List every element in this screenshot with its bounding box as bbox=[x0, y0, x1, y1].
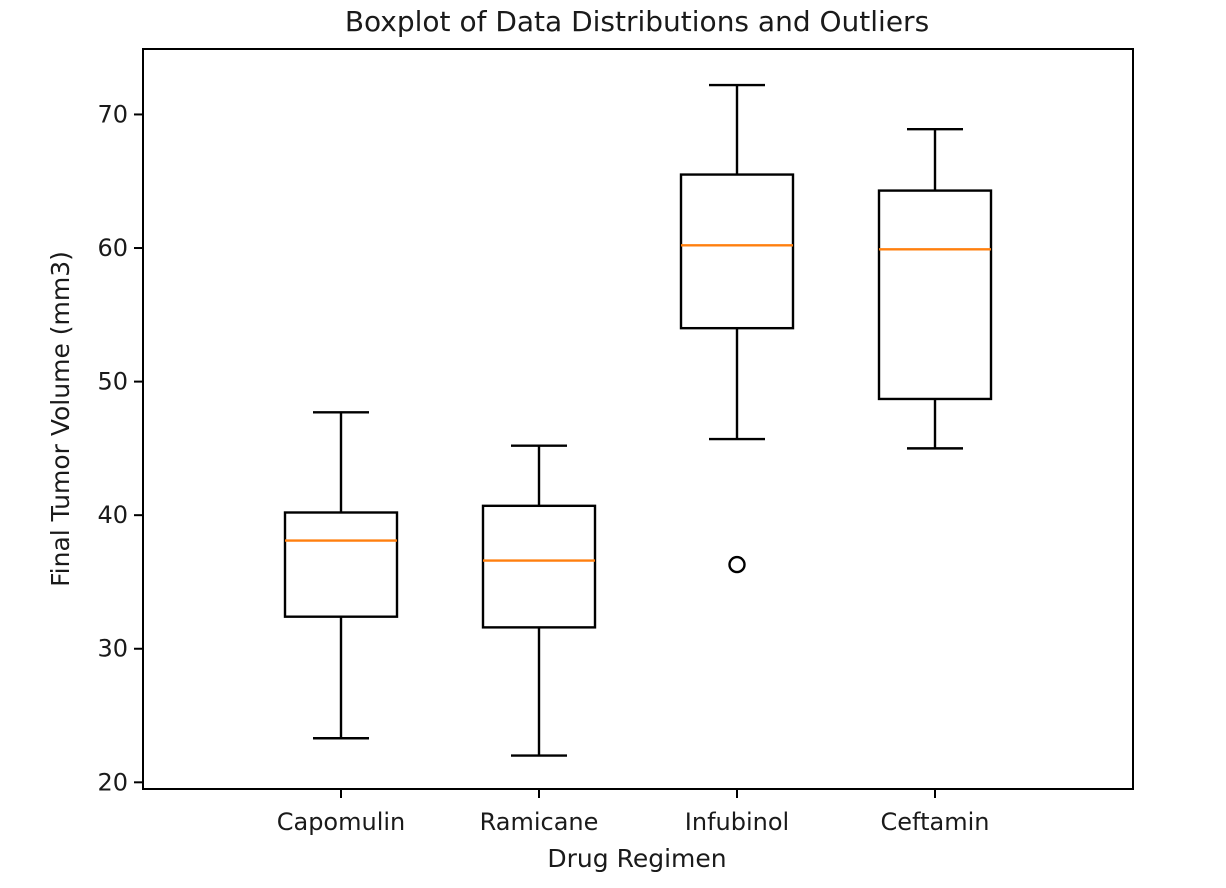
box-group-capomulin bbox=[283, 411, 399, 740]
x-axis: Capomulin Ramicane Infubinol Ceftamin bbox=[277, 789, 990, 836]
boxes bbox=[283, 83, 993, 757]
outlier-point-infubinol-0 bbox=[728, 555, 746, 574]
x-axis-label: Drug Regimen bbox=[547, 844, 726, 873]
iqr-box-infubinol bbox=[679, 173, 795, 330]
iqr-box-ramicane bbox=[481, 504, 597, 629]
iqr-box-capomulin bbox=[283, 511, 399, 618]
y-axis-label: Final Tumor Volume (mm3) bbox=[46, 251, 75, 587]
y-tick-label-20: 20 bbox=[97, 768, 128, 796]
y-axis: 20 30 40 50 60 70 bbox=[97, 100, 143, 796]
y-tick-label-70: 70 bbox=[97, 100, 128, 128]
x-tick-label-capomulin: Capomulin bbox=[277, 808, 406, 836]
chart-title: Boxplot of Data Distributions and Outlie… bbox=[345, 5, 929, 38]
box-group-ceftamin bbox=[877, 127, 993, 450]
y-tick-label-60: 60 bbox=[97, 234, 128, 262]
y-tick-label-50: 50 bbox=[97, 368, 128, 396]
box-group-infubinol bbox=[679, 83, 795, 574]
x-tick-label-ramicane: Ramicane bbox=[480, 808, 599, 836]
y-tick-label-40: 40 bbox=[97, 501, 128, 529]
box-group-ramicane bbox=[481, 444, 597, 757]
x-tick-label-ceftamin: Ceftamin bbox=[881, 808, 990, 836]
iqr-box-ceftamin bbox=[877, 189, 993, 401]
y-tick-label-30: 30 bbox=[97, 635, 128, 663]
plot-frame bbox=[142, 48, 1134, 790]
x-tick-label-infubinol: Infubinol bbox=[685, 808, 789, 836]
